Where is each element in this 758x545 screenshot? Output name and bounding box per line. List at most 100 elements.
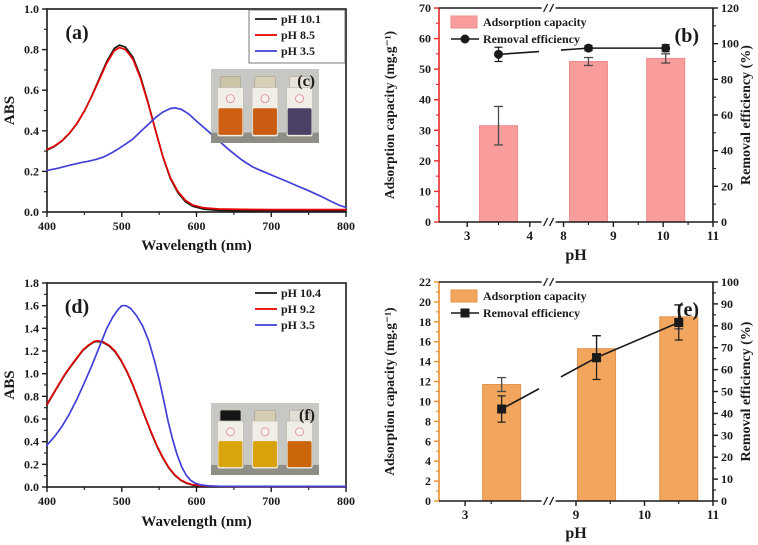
vial-cap [219, 76, 241, 90]
legend-label: Adsorption capacity [483, 15, 587, 29]
left-tick-label: 2 [425, 474, 431, 488]
bar [646, 57, 686, 223]
x-axis-title: pH [565, 247, 587, 264]
efficiency-point [592, 353, 602, 363]
right-tick-label: 100 [721, 275, 739, 289]
inset-label: (c) [297, 73, 315, 90]
y-tick-label: 0.4 [24, 435, 39, 449]
bar [568, 61, 608, 223]
inset-photo: (c) [211, 69, 319, 143]
panel-b-adsorption-chart: 0 10 20 30 40 50 60 70 0 20 40 60 80 100 120 3 4 8 9 10 11 Ad… [382, 1, 754, 264]
legend-label: pH 10.4 [281, 286, 321, 300]
y-tick-label: 1.6 [24, 299, 39, 313]
vial-logo-mark [295, 94, 304, 103]
efficiency-line [560, 47, 666, 51]
right-tick-label: 100 [721, 37, 739, 51]
panel-d-spectra-plot: 400 500 600 700 800 0.0 0.2 0.4 0.6 0.8 1.0 1.2 1.4 1… [2, 276, 355, 530]
x-tick-label: 400 [38, 219, 56, 233]
x-tick-label: 800 [337, 219, 355, 233]
vial-liquid [218, 441, 243, 468]
panel-label: (b) [675, 25, 699, 47]
efficiency-line [501, 388, 540, 410]
efficiency-point [661, 43, 671, 53]
left-tick-label: 50 [419, 62, 431, 76]
legend-label: Removal efficiency [483, 32, 580, 46]
left-tick-label: 0 [425, 215, 431, 229]
y-tick-label: 0.8 [24, 43, 39, 57]
legend-label: pH 10.1 [281, 12, 321, 26]
left-tick-label: 20 [419, 295, 431, 309]
axis-break-mark [543, 3, 549, 13]
left-tick-label: 4 [425, 454, 431, 468]
x-tick-label: 9 [573, 507, 580, 522]
x-axis-title: Wavelength (nm) [141, 514, 251, 530]
inset-floor [211, 132, 319, 143]
left-tick-label: 30 [419, 123, 431, 137]
legend-bar-swatch [450, 15, 478, 29]
y-axis-title: ABS [2, 370, 18, 399]
right-tick-label: 60 [721, 108, 733, 122]
left-tick-label: 60 [419, 32, 431, 46]
right-tick-label: 30 [721, 428, 733, 442]
y-tick-label: 0.2 [24, 457, 39, 471]
y-tick-label: 1.4 [24, 321, 39, 335]
right-tick-label: 60 [721, 363, 733, 377]
legend-label: pH 3.5 [281, 44, 315, 58]
legend-label: Adsorption capacity [483, 289, 587, 303]
x-tick-label: 4 [527, 228, 534, 243]
left-tick-label: 22 [419, 275, 431, 289]
spectrum-curve-pH-3.5 [46, 107, 347, 209]
vial-liquid [253, 108, 277, 135]
right-tick-label: 0 [721, 494, 727, 508]
axis-break-mark [549, 3, 555, 13]
efficiency-point [497, 404, 507, 414]
left-tick-label: 10 [419, 184, 431, 198]
spectrum-curve-pH-9.2 [46, 339, 347, 488]
vial-logo-mark [260, 94, 270, 103]
vial-cap [254, 409, 276, 423]
right-tick-label: 120 [721, 1, 739, 15]
right-axis-title: Removal efficiency (%) [739, 321, 754, 461]
x-tick-label: 3 [464, 228, 471, 243]
right-tick-label: 0 [721, 215, 727, 229]
right-tick-label: 10 [721, 472, 733, 486]
legend-marker [460, 34, 470, 44]
left-tick-label: 70 [419, 1, 431, 15]
x-tick-label: 500 [113, 219, 131, 233]
right-tick-label: 20 [721, 179, 733, 193]
panel-e-adsorption-chart: 0 2 4 6 8 10 12 14 16 18 20 22 0 10 20 30 40 50 60 70 80 90 10… [382, 275, 754, 542]
y-tick-label: 0.8 [24, 389, 39, 403]
y-tick-label: 1.0 [24, 2, 39, 16]
panel-label: (e) [677, 299, 699, 321]
x-tick-label: 600 [188, 219, 206, 233]
left-tick-label: 18 [419, 315, 431, 329]
y-tick-label: 1.0 [24, 367, 39, 381]
axis-break-mark [543, 277, 549, 287]
x-tick-label: 11 [707, 228, 719, 243]
axis-break-gap [541, 278, 556, 286]
panel-label: (d) [65, 296, 89, 318]
left-axis-title: Adsorption capacity (mg.g⁻¹) [382, 307, 397, 475]
x-axis-title: pH [565, 525, 587, 542]
left-tick-label: 40 [419, 93, 431, 107]
y-tick-label: 0.6 [24, 83, 39, 97]
right-tick-label: 20 [721, 450, 733, 464]
x-tick-label: 600 [188, 494, 206, 508]
left-tick-label: 10 [419, 394, 431, 408]
legend-bar-swatch [450, 289, 478, 303]
axis-break-mark [549, 217, 555, 227]
x-tick-label: 11 [707, 507, 719, 522]
vial-liquid [287, 441, 312, 468]
right-tick-label: 90 [721, 297, 733, 311]
spectrum-curve-pH-8.5 [46, 46, 347, 211]
x-tick-label: 8 [560, 228, 567, 243]
left-tick-label: 8 [425, 414, 431, 428]
x-tick-label: 800 [337, 494, 355, 508]
panel-label: (a) [65, 22, 88, 44]
vial-liquid [253, 441, 277, 468]
right-axis-title: Removal efficiency (%) [739, 45, 754, 185]
y-tick-label: 1.8 [24, 276, 39, 290]
vial-logo-mark [226, 427, 235, 437]
axis-break-gap [541, 218, 556, 226]
